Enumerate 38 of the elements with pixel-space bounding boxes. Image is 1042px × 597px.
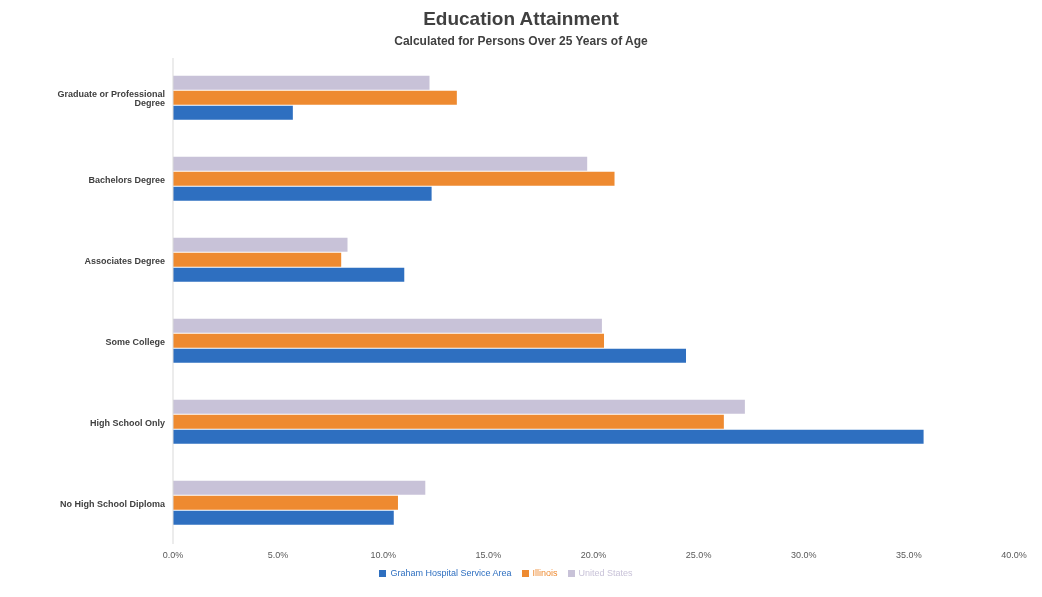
bar <box>173 267 405 282</box>
bar <box>173 414 724 429</box>
x-tick-label: 20.0% <box>580 550 607 561</box>
bar <box>173 480 426 495</box>
bar <box>173 399 745 414</box>
legend-label: Illinois <box>532 568 558 578</box>
y-tick-label: Bachelors Degree <box>88 174 165 185</box>
y-tick-label: Associates Degree <box>84 255 165 266</box>
bar <box>173 318 602 333</box>
bar <box>173 90 457 105</box>
legend-label: United States <box>578 568 633 578</box>
legend-label: Graham Hospital Service Area <box>390 568 512 578</box>
y-tick-label: No High School Diploma <box>60 498 166 509</box>
bar <box>173 156 588 171</box>
bar <box>173 75 430 90</box>
bar <box>173 105 293 120</box>
x-tick-label: 40.0% <box>1001 550 1027 561</box>
bar <box>173 171 615 186</box>
y-tick-label: Graduate or Professional Degree <box>57 89 165 109</box>
bar <box>173 186 432 201</box>
x-tick-label: 15.0% <box>475 550 502 561</box>
x-tick-label: 35.0% <box>896 550 922 561</box>
y-tick-label: High School Only <box>89 417 165 428</box>
x-tick-label: 0.0% <box>162 550 184 561</box>
bar <box>173 510 394 525</box>
chart-subtitle: Calculated for Persons Over 25 Years of Age <box>393 34 649 48</box>
bar <box>173 252 342 267</box>
bar <box>173 495 398 510</box>
bar <box>173 429 924 444</box>
x-tick-label: 30.0% <box>790 550 817 561</box>
x-tick-label: 5.0% <box>267 550 289 561</box>
bar <box>173 348 687 363</box>
chart-title: Education Attainment <box>422 8 620 30</box>
bar <box>173 237 348 252</box>
x-tick-label: 10.0% <box>370 550 397 561</box>
x-tick-label: 25.0% <box>685 550 712 561</box>
y-tick-label: Some College <box>105 336 165 347</box>
bar <box>173 333 605 348</box>
